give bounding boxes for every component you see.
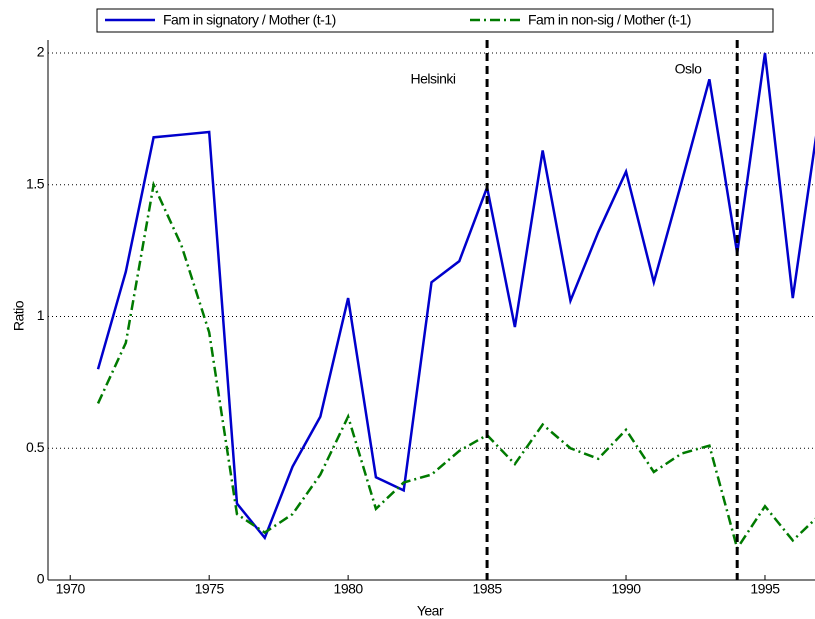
data-line (96, 180, 815, 552)
legend-label: Fam in signatory / Mother (t-1) (163, 12, 336, 28)
x-tick-label: 1975 (195, 581, 225, 597)
x-tick-label: 1980 (334, 581, 364, 597)
y-tick-label: 1 (37, 307, 45, 323)
x-tick-label: 1985 (473, 581, 503, 597)
x-axis-label: Year (417, 603, 444, 619)
y-tick-label: 1.5 (26, 175, 45, 191)
x-tick-label: 1990 (611, 581, 641, 597)
plot-area (96, 52, 815, 552)
event-label: Helsinki (410, 71, 455, 87)
y-tick-label: 2 (37, 44, 45, 60)
x-tick-label: 1970 (56, 581, 86, 597)
legend-label: Fam in non-sig / Mother (t-1) (528, 12, 691, 28)
event-label: Oslo (675, 61, 703, 77)
legend-box (96, 8, 774, 33)
y-tick-label: 0.5 (26, 439, 45, 455)
data-line (96, 52, 815, 541)
y-tick-label: 0 (37, 571, 45, 587)
x-tick-label: 1995 (750, 581, 780, 597)
y-axis-label: Ratio (11, 300, 27, 331)
